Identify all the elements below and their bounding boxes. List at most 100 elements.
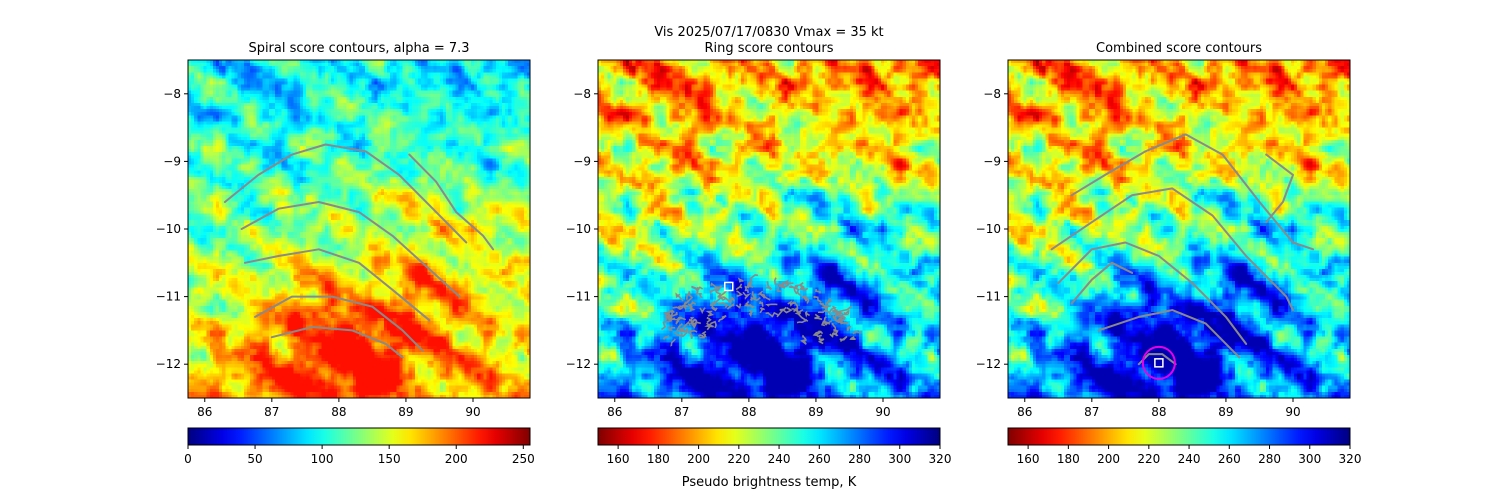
ring-contour xyxy=(736,290,743,297)
ring-contour xyxy=(814,289,821,294)
panel-3: Combined score contours 86 87 88 89 90 −8 −9 −10… xyxy=(976,41,1362,466)
contour-line xyxy=(1070,133,1315,251)
ring-contour xyxy=(682,321,691,329)
colorbar-tick-label: 180 xyxy=(647,452,670,466)
colorbar-tick-label: 200 xyxy=(445,452,468,466)
y-tick-label: −9 xyxy=(163,154,181,168)
ring-contour xyxy=(709,288,719,294)
y-tick-label: −9 xyxy=(573,154,591,168)
ring-contour xyxy=(686,291,691,300)
ring-contour xyxy=(841,315,846,322)
colorbar-tick-label: 220 xyxy=(1137,452,1160,466)
colorbar-tick-label: 100 xyxy=(311,452,334,466)
panel-2: Ring score contours 86 87 88 89 90 −8 −9 −10 −11 −… xyxy=(566,41,952,466)
ring-contour xyxy=(710,282,721,289)
ring-contour xyxy=(832,332,839,337)
ring-contour xyxy=(828,305,837,316)
contour-line xyxy=(1050,187,1294,312)
ring-contour xyxy=(683,300,690,306)
ring-contour xyxy=(765,311,779,318)
ring-contour xyxy=(765,303,778,307)
ring-contour xyxy=(691,286,704,292)
colorbar-tick-label: 0 xyxy=(184,452,192,466)
colorbar-tick-label: 280 xyxy=(1258,452,1281,466)
ring-contour xyxy=(759,307,766,314)
ring-contour xyxy=(697,293,703,298)
contour-line xyxy=(408,153,495,251)
x-tick-label: 89 xyxy=(808,405,823,419)
heatmap-image xyxy=(598,60,940,398)
ring-contour xyxy=(706,316,712,324)
colorbar-tick-label: 240 xyxy=(1178,452,1201,466)
ring-contour xyxy=(817,308,831,314)
x-tick-label: 86 xyxy=(607,405,622,419)
y-tick-label: −10 xyxy=(566,222,591,236)
ring-contour xyxy=(813,295,822,303)
colorbar-tick-label: 300 xyxy=(1298,452,1321,466)
contour-line xyxy=(1097,309,1241,359)
ring-contour xyxy=(717,302,729,309)
y-tick-label: −10 xyxy=(156,222,181,236)
y-tick-label: −11 xyxy=(156,290,181,304)
ring-contour xyxy=(711,306,718,312)
x-tick-label: 88 xyxy=(741,405,756,419)
ring-contour xyxy=(735,283,743,291)
ring-contour xyxy=(836,317,849,325)
ring-contour xyxy=(717,295,726,302)
ring-contour xyxy=(735,303,742,309)
ring-contour xyxy=(663,316,673,323)
ring-contour xyxy=(701,330,707,339)
center-square-marker xyxy=(724,281,734,292)
colorbar-tick-label: 250 xyxy=(512,452,535,466)
contour-line xyxy=(270,326,404,359)
ring-contour xyxy=(790,302,799,310)
ring-contour xyxy=(852,330,862,335)
x-tick-label: 89 xyxy=(1218,405,1233,419)
x-tick-label: 87 xyxy=(264,405,279,419)
ring-contour xyxy=(688,329,694,339)
y-tick-label: −12 xyxy=(976,357,1001,371)
contour-line xyxy=(1057,241,1248,345)
ring-contour xyxy=(776,308,785,318)
colorbar-tick-label: 180 xyxy=(1057,452,1080,466)
ring-contour xyxy=(749,274,758,283)
ring-contour xyxy=(750,296,761,302)
colorbar-tick-label: 280 xyxy=(848,452,871,466)
ring-contour xyxy=(788,285,798,295)
ring-contour xyxy=(744,304,754,309)
x-tick-label: 88 xyxy=(1151,405,1166,419)
colorbar xyxy=(187,427,531,446)
ring-contour xyxy=(824,320,832,326)
ring-contour xyxy=(726,302,735,310)
ring-contour xyxy=(831,323,838,334)
colorbar-tick-label: 260 xyxy=(1218,452,1241,466)
colorbar-tick-label: 200 xyxy=(687,452,710,466)
ring-contour xyxy=(660,321,667,331)
ring-contour xyxy=(817,336,825,345)
ring-contour xyxy=(687,293,694,302)
center-circle-marker xyxy=(1141,345,1176,380)
y-tick-label: −8 xyxy=(163,87,181,101)
x-tick-label: 90 xyxy=(875,405,890,419)
ring-contour xyxy=(837,305,852,316)
panel-title: Spiral score contours, alpha = 7.3 xyxy=(248,41,469,56)
contour-line xyxy=(240,201,461,298)
ring-contour xyxy=(782,306,793,314)
y-tick-label: −8 xyxy=(573,87,591,101)
colorbar-tick-label: 220 xyxy=(727,452,750,466)
ring-contour xyxy=(706,323,715,331)
contour-line xyxy=(223,143,468,244)
ring-contour xyxy=(665,315,672,322)
ring-contour xyxy=(825,297,832,305)
y-tick-label: −11 xyxy=(566,290,591,304)
ring-contour xyxy=(841,309,850,316)
ring-contour xyxy=(710,320,717,329)
ring-contour xyxy=(689,301,697,308)
colorbar-tick-label: 320 xyxy=(1339,452,1362,466)
ring-contour xyxy=(681,304,689,310)
colorbar-tick-label: 150 xyxy=(378,452,401,466)
contour-line xyxy=(1265,153,1294,224)
ring-contour xyxy=(794,309,804,316)
ring-contour xyxy=(699,307,706,315)
ring-contour xyxy=(722,296,732,305)
